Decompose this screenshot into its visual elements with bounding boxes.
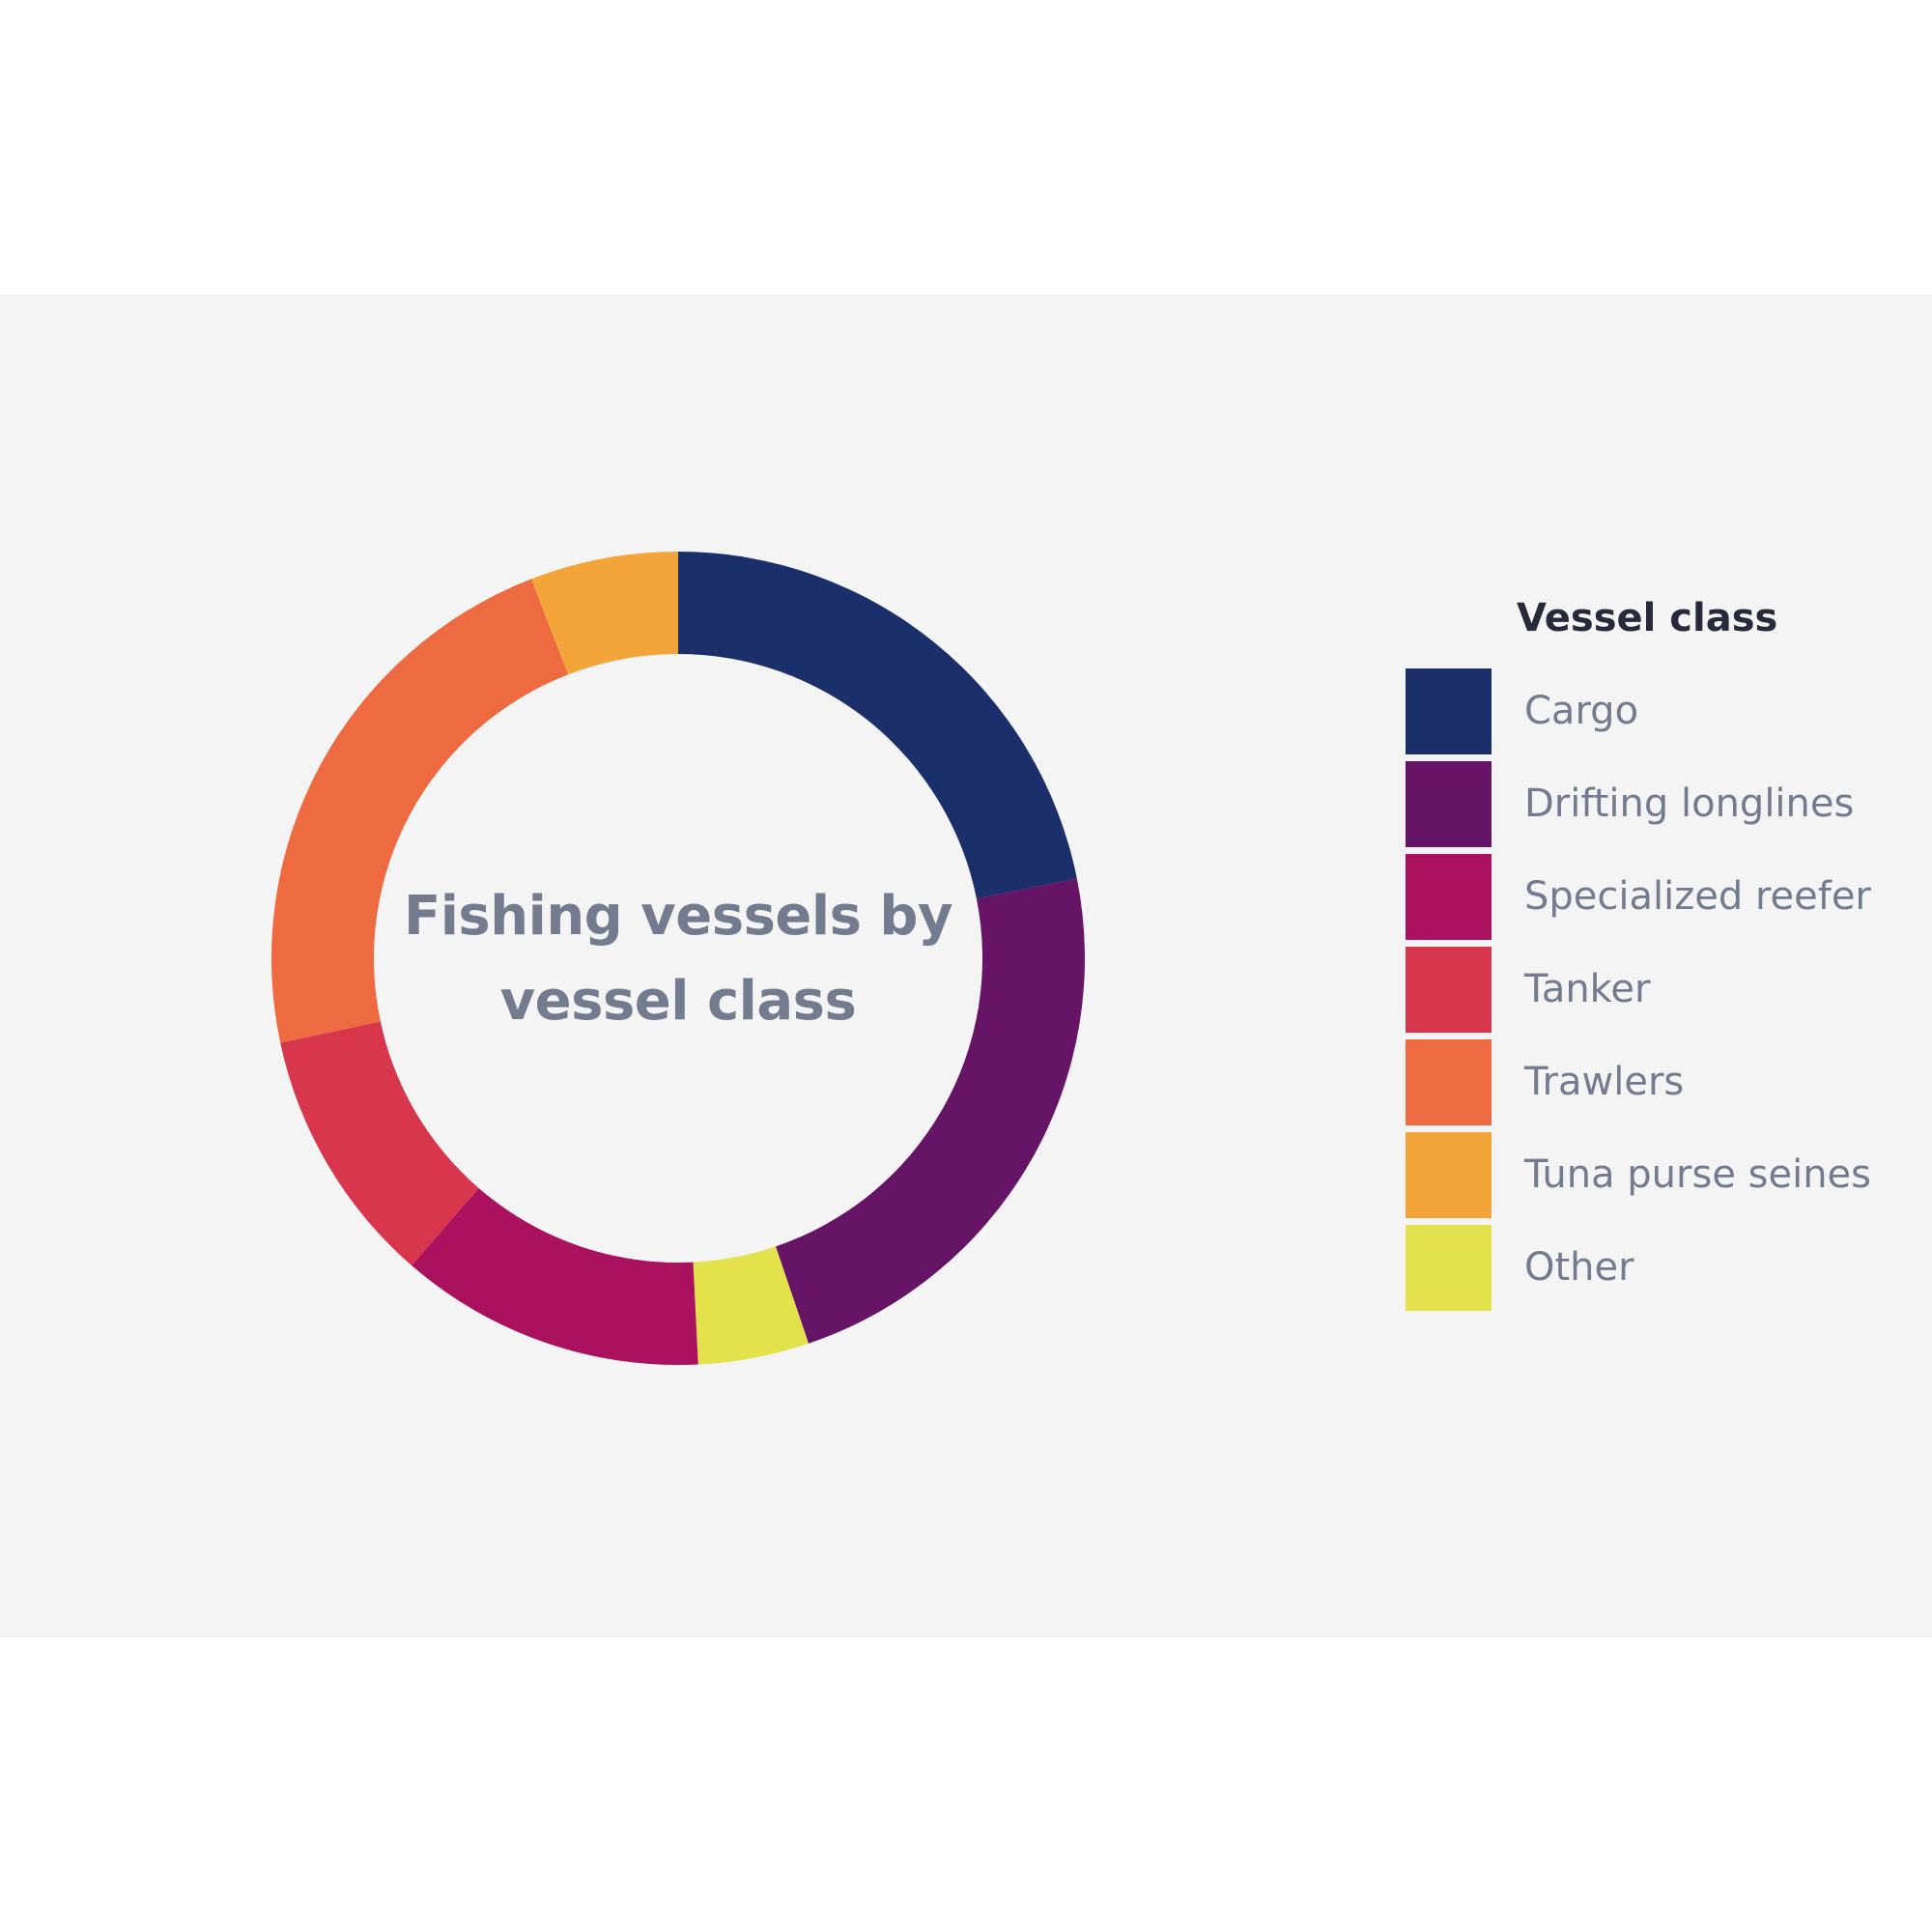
legend-swatch-drifting-longlines (1406, 760, 1492, 847)
slice-cargo[interactable] (678, 552, 1077, 899)
legend-item-cargo[interactable]: Cargo (1406, 665, 1927, 757)
legend-label-drifting-longlines: Drifting longlines (1524, 781, 1855, 826)
legend-item-tanker[interactable]: Tanker (1406, 943, 1927, 1036)
chart-title-line-2: vessel class (499, 970, 857, 1033)
legend-swatch-tuna-purse-seines (1406, 1131, 1492, 1218)
slice-tuna-purse-seines[interactable] (530, 552, 678, 675)
slice-drifting-longlines[interactable] (776, 878, 1085, 1344)
slice-specialized-reefer[interactable] (412, 1187, 698, 1365)
legend: Vessel class Cargo Drifting longlines Spec… (1406, 589, 1927, 1314)
slice-other[interactable] (693, 1246, 810, 1365)
chart-title-line-1: Fishing vessels by (403, 885, 953, 948)
legend-item-drifting-longlines[interactable]: Drifting longlines (1406, 757, 1927, 850)
slice-tanker[interactable] (280, 1021, 479, 1266)
legend-label-trawlers: Trawlers (1524, 1060, 1685, 1104)
legend-title: Vessel class (1517, 596, 1778, 640)
legend-items: Cargo Drifting longlines Specialized reefe… (1406, 665, 1927, 1314)
legend-label-tuna-purse-seines: Tuna purse seines (1524, 1152, 1872, 1197)
legend-label-specialized-reefer: Specialized reefer (1524, 874, 1871, 919)
legend-label-cargo: Cargo (1524, 689, 1639, 733)
chart-title: Fishing vessels by vessel class (388, 874, 968, 1044)
legend-item-tuna-purse-seines[interactable]: Tuna purse seines (1406, 1128, 1927, 1221)
donut-slices (271, 552, 1085, 1365)
slice-trawlers[interactable] (271, 579, 569, 1043)
legend-item-trawlers[interactable]: Trawlers (1406, 1036, 1927, 1128)
legend-label-other: Other (1524, 1245, 1634, 1290)
legend-swatch-cargo (1406, 668, 1492, 754)
legend-swatch-specialized-reefer (1406, 853, 1492, 940)
legend-swatch-tanker (1406, 946, 1492, 1033)
legend-item-specialized-reefer[interactable]: Specialized reefer (1406, 850, 1927, 943)
legend-label-tanker: Tanker (1524, 967, 1651, 1011)
legend-swatch-trawlers (1406, 1038, 1492, 1125)
legend-item-other[interactable]: Other (1406, 1221, 1927, 1314)
legend-swatch-other (1406, 1224, 1492, 1311)
